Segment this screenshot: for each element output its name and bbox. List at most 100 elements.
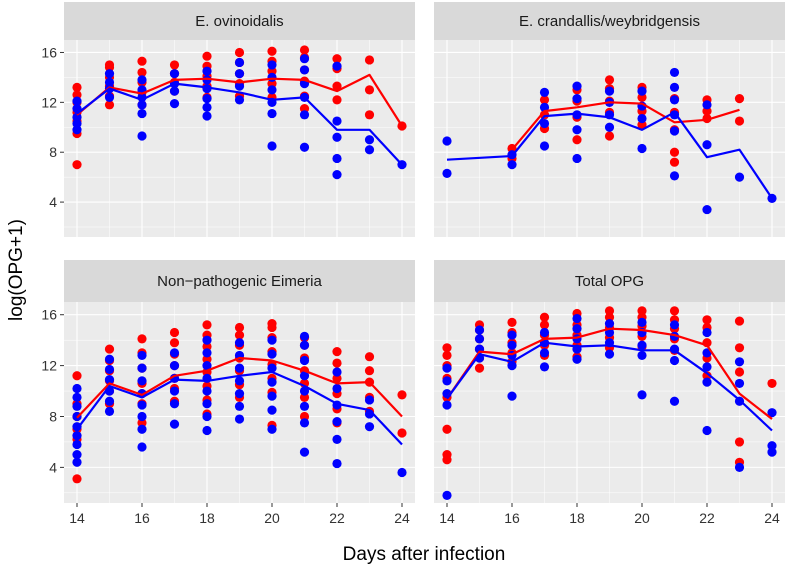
y-axis-title: log(OPG+1): [6, 219, 27, 321]
red-data-point: [299, 411, 310, 422]
blue-data-point: [702, 100, 712, 110]
blue-data-point: [104, 406, 115, 417]
red-data-point: [669, 157, 680, 167]
blue-data-point: [72, 96, 82, 106]
y-tick-label: 12: [41, 94, 57, 110]
red-data-point: [734, 343, 745, 353]
blue-data-point: [267, 377, 277, 387]
blue-data-point: [267, 72, 277, 83]
blue-data-point: [299, 142, 310, 152]
blue-data-point: [169, 419, 180, 429]
blue-data-point: [442, 376, 452, 386]
blue-data-point: [637, 350, 647, 361]
red-data-point: [734, 94, 745, 104]
y-tick-label: 16: [41, 44, 57, 60]
blue-data-point: [137, 100, 147, 110]
blue-data-point: [137, 411, 147, 422]
blue-data-point: [202, 75, 212, 85]
red-data-point: [202, 341, 212, 352]
blue-data-point: [637, 390, 647, 400]
red-data-point: [397, 428, 407, 438]
blue-data-point: [267, 85, 277, 95]
blue-data-point: [267, 60, 277, 70]
y-tick-label: 8: [49, 144, 57, 160]
red-data-point: [669, 147, 680, 157]
red-data-point: [104, 60, 115, 70]
facet-panel: Non−pathogenic Eimeria 4 8 12 16 14 16 18 20 22 24: [41, 260, 415, 526]
blue-data-point: [572, 153, 582, 164]
x-tick-label: 18: [569, 510, 585, 526]
blue-data-point: [364, 395, 375, 405]
blue-data-point: [104, 77, 115, 87]
blue-data-point: [637, 113, 647, 124]
blue-data-point: [332, 61, 342, 71]
blue-data-point: [137, 350, 147, 361]
red-data-point: [137, 67, 147, 78]
blue-data-point: [669, 95, 680, 105]
blue-data-point: [299, 65, 310, 75]
red-data-point: [539, 95, 550, 105]
blue-data-point: [234, 376, 245, 386]
red-data-point: [332, 358, 342, 368]
red-data-point: [234, 47, 245, 58]
blue-data-point: [299, 355, 310, 366]
x-tick-label: 24: [764, 510, 780, 526]
blue-data-point: [169, 386, 180, 396]
blue-data-point: [137, 424, 147, 434]
facet-panel: E. crandallis/weybridgensis: [434, 2, 785, 237]
blue-data-point: [299, 340, 310, 350]
blue-data-point: [572, 354, 582, 364]
blue-data-point: [734, 172, 745, 182]
blue-data-point: [442, 136, 452, 146]
y-tick-label: 4: [49, 459, 57, 475]
blue-data-point: [202, 386, 212, 396]
red-series-line: [76, 73, 403, 127]
blue-data-point: [72, 439, 82, 450]
red-data-point: [604, 312, 615, 322]
red-data-point: [474, 363, 485, 373]
blue-data-point: [572, 125, 582, 135]
red-data-point: [299, 392, 310, 403]
blue-data-point: [234, 388, 245, 399]
blue-data-point: [332, 383, 342, 394]
facet-strip: [64, 2, 415, 40]
blue-data-point: [137, 376, 147, 386]
red-data-point: [364, 366, 375, 376]
x-tick-label: 20: [264, 510, 280, 526]
blue-data-point: [702, 327, 712, 338]
red-data-point: [442, 450, 452, 460]
blue-data-point: [169, 98, 180, 109]
blue-data-point: [267, 335, 277, 345]
blue-data-point: [104, 396, 115, 406]
red-data-point: [104, 344, 115, 354]
blue-data-point: [72, 430, 82, 441]
red-data-point: [202, 354, 212, 364]
blue-data-point: [332, 116, 342, 126]
facet-panel: Total OPG 14 16 18 20 22 24: [434, 260, 785, 526]
blue-data-point: [72, 457, 82, 467]
blue-data-point: [267, 424, 277, 434]
blue-data-point: [299, 386, 310, 396]
red-data-point: [72, 371, 82, 381]
x-tick-label: 20: [634, 510, 650, 526]
x-tick-label: 22: [329, 510, 345, 526]
y-tick-label: 4: [49, 194, 57, 210]
red-data-point: [442, 343, 452, 353]
facet-panel: E. ovinoidalis 4 8 12 16: [41, 2, 415, 237]
red-data-point: [604, 306, 615, 316]
blue-data-point: [234, 338, 245, 348]
blue-data-point: [507, 361, 517, 371]
blue-data-point: [507, 391, 517, 401]
red-data-point: [364, 55, 375, 65]
blue-data-point: [104, 92, 115, 102]
blue-data-point: [202, 425, 212, 436]
blue-data-point: [442, 363, 452, 373]
blue-data-point: [637, 340, 647, 350]
blue-data-point: [539, 327, 550, 338]
blue-data-point: [442, 400, 452, 410]
blue-data-point: [202, 361, 212, 371]
blue-data-point: [202, 111, 212, 121]
blue-data-point: [234, 95, 245, 105]
red-data-point: [364, 85, 375, 95]
